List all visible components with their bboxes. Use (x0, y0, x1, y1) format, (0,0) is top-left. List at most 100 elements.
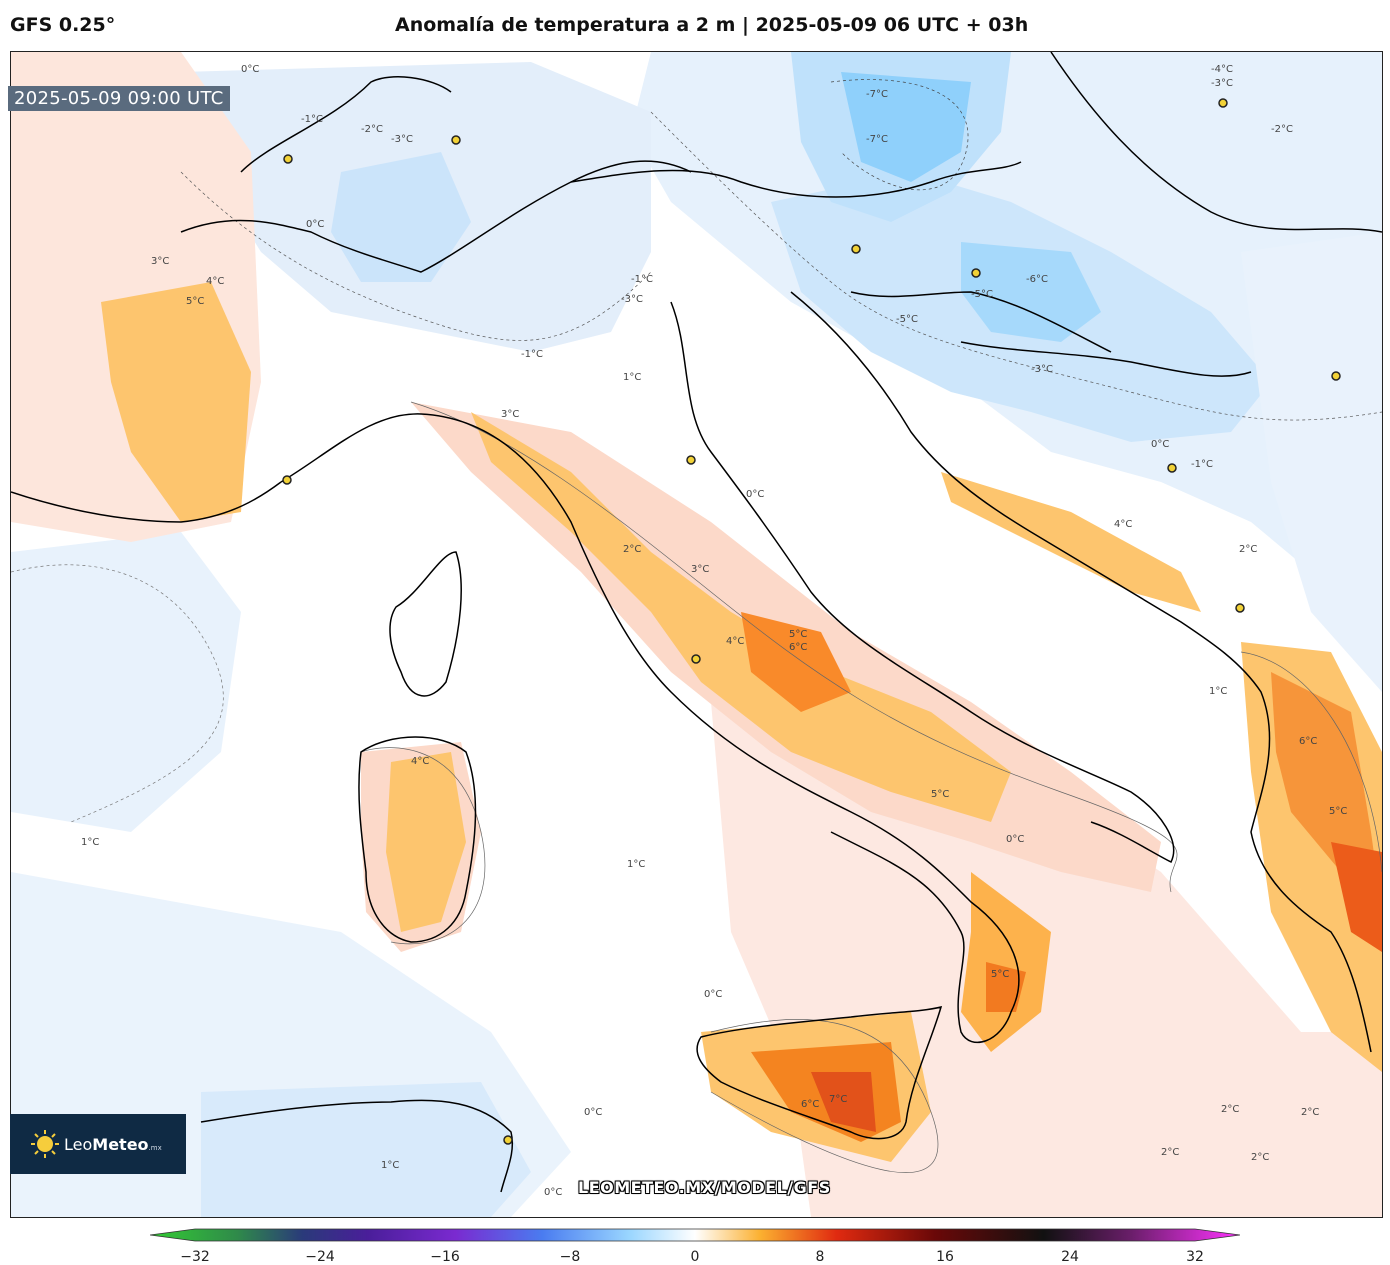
contour-label: -4°C (1211, 64, 1233, 75)
cold-core-hungary (961, 242, 1101, 342)
contour-label: -5°C (971, 289, 993, 300)
warm-core-apennines (471, 412, 1011, 822)
watermark-url[interactable]: LEOMETEO.MX/MODEL/GFS (578, 1178, 831, 1197)
contour-label: 3°C (151, 256, 169, 267)
colorbar-tick-label: −16 (430, 1249, 460, 1265)
leometeo-logo[interactable]: LeoMeteo.mx (10, 1114, 186, 1174)
city-marker (851, 244, 861, 254)
logo-suffix: .mx (148, 1143, 162, 1152)
contour-line (360, 747, 486, 945)
contour-label: -1°C (1191, 459, 1213, 470)
colorbar-tick-label: 16 (936, 1249, 954, 1265)
contour-label: 3°C (691, 564, 709, 575)
contour-label: 3°C (501, 409, 519, 420)
contour-label: 6°C (789, 642, 807, 653)
contour-label: 6°C (801, 1099, 819, 1110)
logo-text: LeoMeteo.mx (64, 1135, 162, 1154)
contour-label: 0°C (241, 64, 259, 75)
contour-line (1240, 651, 1382, 873)
map-panel[interactable]: -7°C -7°C -6°C -5°C -5°C -4°C -3°C -3°C … (10, 51, 1383, 1218)
border-croatia (850, 291, 1112, 353)
city-marker (1167, 463, 1177, 473)
city-marker (503, 1135, 513, 1145)
model-name: GFS 0.25° (10, 14, 116, 36)
colorbar-tick-label: 24 (1061, 1249, 1079, 1265)
contour-label: -3°C (621, 294, 643, 305)
contour-label: -1°C (521, 349, 543, 360)
contour-label: -7°C (866, 134, 888, 145)
contour-label: -7°C (866, 89, 888, 100)
logo-text-light: Leo (64, 1134, 93, 1154)
coast-italy-mainland (280, 413, 1020, 1043)
city-markers (282, 98, 1341, 1145)
coast-corsica (389, 551, 462, 697)
colorbar-tick-label: −8 (559, 1249, 581, 1265)
contour-label: 5°C (931, 789, 949, 800)
contour-label: 5°C (789, 629, 807, 640)
contour-label: 2°C (1221, 1104, 1239, 1115)
city-marker (686, 455, 696, 465)
logo-text-bold: Meteo (92, 1134, 149, 1154)
contour-line (830, 79, 969, 191)
contour-label: 1°C (1209, 686, 1227, 697)
contour-label: 4°C (206, 276, 224, 287)
colorbar-tick-label: −32 (180, 1249, 210, 1265)
contour-label: -3°C (1211, 78, 1233, 89)
contour-label: -2°C (1271, 124, 1293, 135)
warm-core-greece-hot (1331, 842, 1382, 952)
chart-title: Anomalía de temperatura a 2 m | 2025-05-… (395, 14, 1029, 36)
city-marker (1235, 603, 1245, 613)
city-marker (691, 654, 701, 664)
coast-sicily (696, 1005, 943, 1140)
contour-label: 5°C (1329, 806, 1347, 817)
coastlines (11, 291, 1372, 1193)
contour-label: 2°C (1251, 1152, 1269, 1163)
coast-italy-adriatic (670, 301, 1175, 864)
contour-label: -3°C (391, 134, 413, 145)
city-marker (1218, 98, 1228, 108)
warm-core-sicily-hot (811, 1072, 876, 1132)
valid-time-badge: 2025-05-09 09:00 UTC (8, 86, 230, 111)
contour-label: 4°C (1114, 519, 1132, 530)
contour-label: 0°C (544, 1187, 562, 1198)
colorbar-fill (150, 1228, 1240, 1242)
city-marker (282, 475, 292, 485)
cold-core-austria (841, 72, 971, 182)
border-north (1050, 52, 1382, 233)
contour-label: 4°C (411, 756, 429, 767)
border-alps (180, 160, 692, 273)
contour-label: 2°C (623, 544, 641, 555)
coast-tunisia (200, 1099, 513, 1193)
contour-label: 5°C (186, 296, 204, 307)
contour-label: 1°C (81, 837, 99, 848)
contour-label: -6°C (1026, 274, 1048, 285)
contour-label: 4°C (726, 636, 744, 647)
contour-label: 0°C (1006, 834, 1024, 845)
city-marker (971, 268, 981, 278)
contour-line (650, 111, 1382, 421)
contour-label: -1°C (301, 114, 323, 125)
cold-region-balkan-east (1241, 232, 1382, 692)
contour-label: -2°C (361, 124, 383, 135)
contour-line (11, 564, 224, 823)
colorbar-tick-label: −24 (305, 1249, 335, 1265)
contour-label: -1°C (631, 274, 653, 285)
city-marker (283, 154, 293, 164)
contour-label: 1°C (381, 1160, 399, 1171)
contour-label: 7°C (829, 1094, 847, 1105)
warm-core-sardinia (386, 752, 466, 932)
contour-label: 0°C (746, 489, 764, 500)
city-marker (451, 135, 461, 145)
contour-label: 0°C (1151, 439, 1169, 450)
border-bosnia (960, 341, 1252, 377)
contour-label: 2°C (1301, 1107, 1319, 1118)
contour-label: 6°C (1299, 736, 1317, 747)
contour-label: 0°C (306, 219, 324, 230)
contour-label: 2°C (1161, 1147, 1179, 1158)
warm-core-calabria (961, 872, 1051, 1052)
border-swiss-italy (240, 76, 452, 173)
contour-label: 0°C (584, 1107, 602, 1118)
colorbar-tick-label: 0 (690, 1249, 700, 1265)
colorbar-tick-label: 32 (1186, 1249, 1204, 1265)
country-borders (180, 52, 1382, 377)
